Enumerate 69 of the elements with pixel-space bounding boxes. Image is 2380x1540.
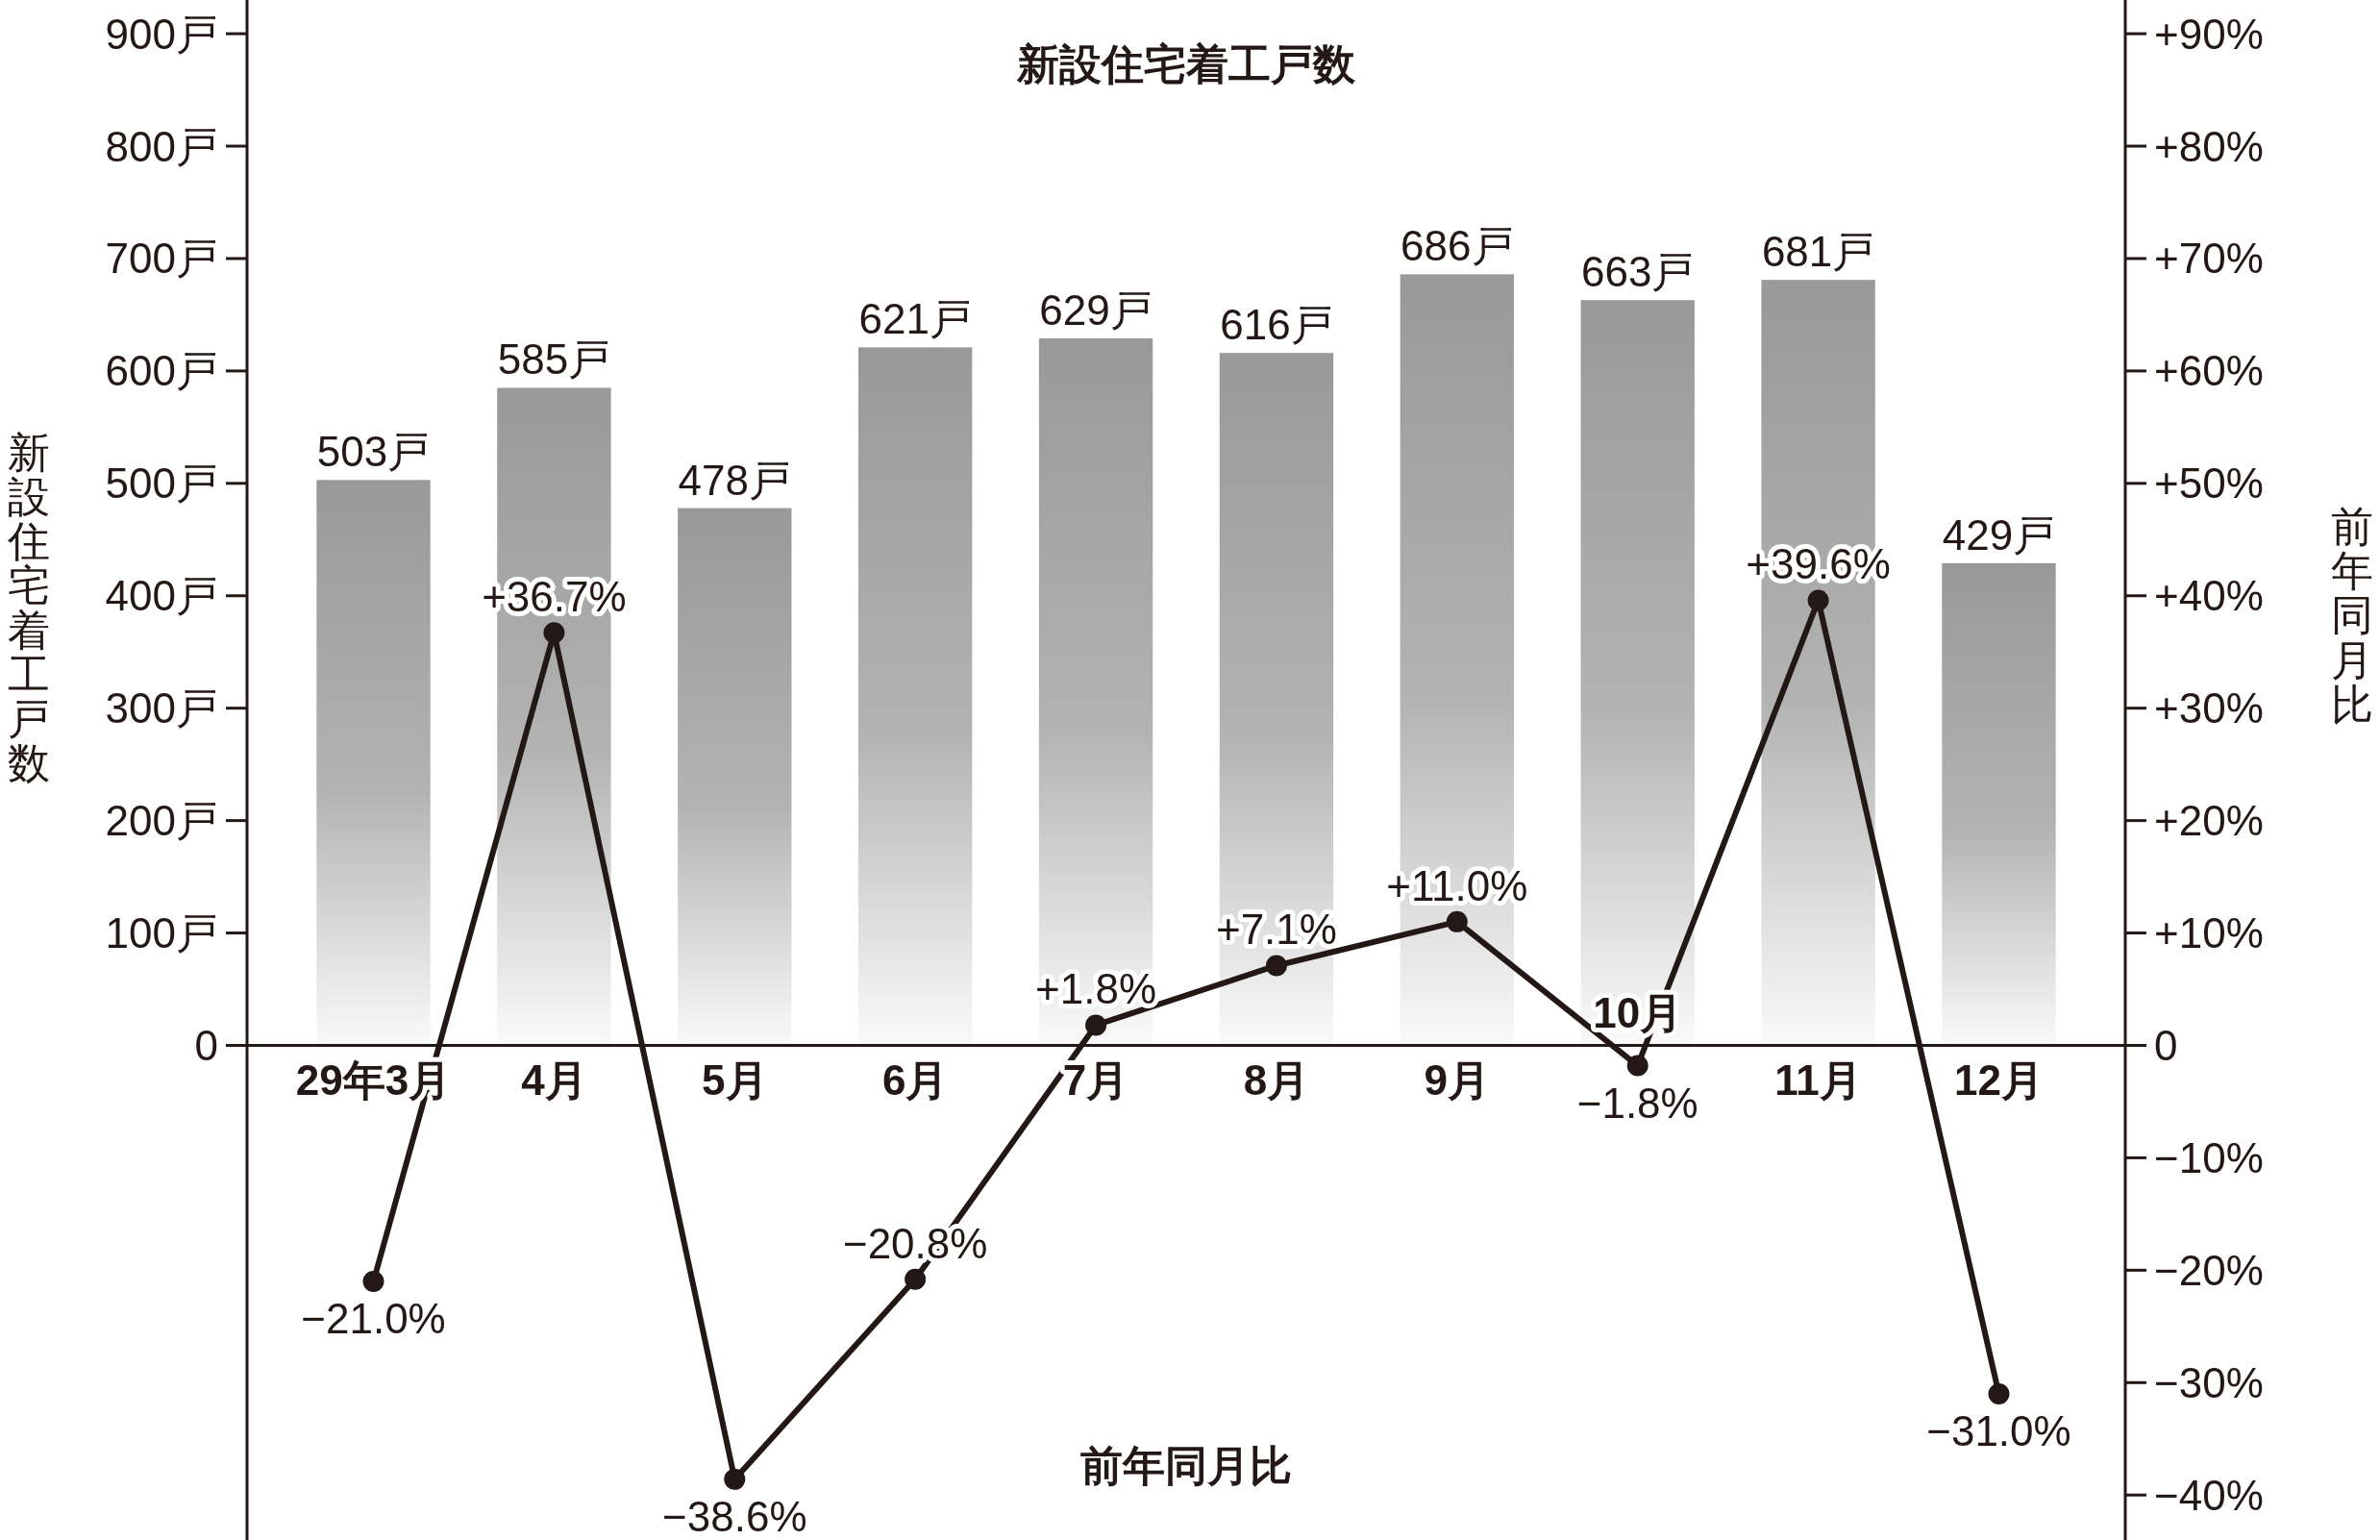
x-tick-label: 11月	[1774, 1056, 1862, 1105]
data-label: 621戸	[858, 295, 972, 343]
data-label: −31.0%	[1926, 1406, 2071, 1454]
point	[905, 1268, 927, 1290]
point	[1626, 1055, 1649, 1077]
y-axis-title: 新設住宅着工戸数	[7, 428, 50, 787]
point	[362, 1271, 384, 1293]
y-tick-label: 0	[194, 1021, 218, 1069]
point	[1446, 910, 1468, 932]
data-label: 478戸	[678, 456, 791, 504]
y2-tick-label: +60%	[2154, 347, 2264, 395]
bar	[678, 508, 792, 1046]
bar	[1038, 337, 1153, 1046]
point	[1988, 1382, 2010, 1404]
bar	[1580, 300, 1695, 1046]
y-tick-label: 400戸	[105, 572, 218, 620]
x-tick-label: 5月	[702, 1056, 768, 1105]
x-tick-label: 12月	[1954, 1056, 2044, 1105]
y2-axis-title: 前年同月比	[1080, 1442, 1292, 1489]
y2-tick-label: +80%	[2154, 122, 2264, 170]
data-label: 686戸	[1401, 222, 1514, 270]
bar	[1219, 353, 1334, 1046]
y2-tick-label: −20%	[2154, 1246, 2264, 1294]
y2-tick-label: +10%	[2154, 909, 2264, 957]
y2-tick-label: +30%	[2154, 684, 2264, 733]
point	[724, 1468, 746, 1490]
y-tick-label: 500戸	[105, 460, 218, 508]
x-tick-label: 9月	[1424, 1056, 1491, 1105]
text: 新設住宅着工戸数	[1016, 40, 1356, 87]
data-label: +7.1%	[1215, 906, 1337, 954]
y2-tick-label: +20%	[2154, 797, 2264, 845]
data-label: 503戸	[316, 428, 431, 476]
y-tick-label: 900戸	[105, 10, 218, 58]
point	[1807, 589, 1829, 611]
bar	[316, 480, 431, 1046]
bar	[857, 347, 973, 1046]
y-tick-label: 700戸	[105, 235, 218, 283]
y-tick-label: 800戸	[105, 122, 218, 170]
y2-tick-label: +50%	[2154, 460, 2264, 508]
x-tick-label: 6月	[881, 1056, 949, 1105]
y2-tick-label: +70%	[2154, 235, 2264, 283]
y2-tick-label: −10%	[2154, 1133, 2264, 1181]
data-label: 585戸	[497, 335, 611, 384]
data-label: 616戸	[1220, 301, 1333, 349]
data-label: −1.8%	[1576, 1079, 1698, 1127]
y2-tick-label: −40%	[2154, 1471, 2264, 1519]
y-tick-label: 100戸	[105, 909, 218, 957]
y-tick-label: 200戸	[105, 797, 218, 845]
text: 前年同月比	[2331, 503, 2373, 728]
point	[1085, 1014, 1107, 1036]
y2-tick-label: −30%	[2154, 1358, 2264, 1406]
bar	[1942, 562, 2056, 1046]
x-tick-label: 4月	[521, 1056, 587, 1105]
data-label: +11.0%	[1386, 861, 1528, 909]
y2-tick-label: +40%	[2154, 572, 2264, 620]
point	[543, 622, 565, 644]
y2-tick-label: 0	[2154, 1021, 2178, 1069]
y-tick-label: 600戸	[105, 347, 218, 395]
data-label: 681戸	[1761, 228, 1875, 276]
data-label: +1.8%	[1035, 965, 1157, 1013]
y-tick-label: 300戸	[105, 684, 218, 733]
y2-tick-label: +90%	[2154, 10, 2264, 58]
data-label: 429戸	[1942, 510, 2056, 559]
data-label: 629戸	[1039, 286, 1153, 334]
data-label: −38.6%	[662, 1492, 807, 1540]
x-tick-label: 8月	[1243, 1056, 1310, 1105]
point	[1265, 955, 1287, 977]
data-label: 663戸	[1581, 248, 1695, 296]
data-label: −21.0%	[301, 1295, 446, 1343]
